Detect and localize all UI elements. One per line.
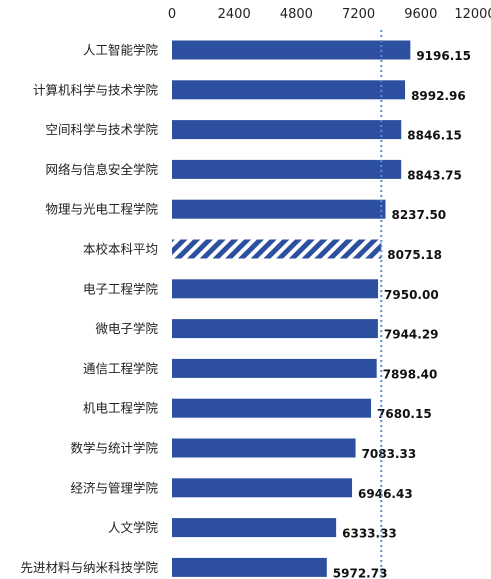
x-tick-label: 4800 [280,7,313,22]
value-label: 7680.15 [377,407,432,421]
category-label: 人文学院 [108,520,159,535]
category-labels: 人工智能学院计算机科学与技术学院空间科学与技术学院网络与信息安全学院物理与光电工… [20,43,158,575]
bar-average [172,239,382,259]
category-label: 先进材料与纳米科技学院 [20,560,158,575]
value-label: 8237.50 [391,208,446,222]
bar [172,358,377,378]
category-label: 微电子学院 [95,321,158,336]
bar [172,159,402,179]
value-labels: 9196.15 8992.96 8846.15 8843.75 8237.50 8075.… [333,49,471,579]
x-tick-label: 0 [168,7,176,22]
value-label: 8075.18 [387,248,442,262]
category-label: 本校本科平均 [83,242,158,257]
category-label: 数学与统计学院 [70,441,158,456]
bar [172,438,356,458]
category-label: 经济与管理学院 [70,480,158,495]
bar [172,40,411,60]
bar [172,398,372,418]
value-label: 7898.40 [383,367,438,381]
bar [172,557,327,577]
category-label: 空间科学与技术学院 [45,122,158,137]
x-tick-label: 2400 [218,7,251,22]
x-tick-label: 12000 [454,7,491,22]
bar [172,518,337,538]
value-label: 9196.15 [416,49,471,63]
bar [172,199,386,219]
x-tick-label: 7200 [342,7,375,22]
category-label: 物理与光电工程学院 [45,202,158,217]
category-label: 机电工程学院 [83,401,159,416]
value-label: 6946.43 [358,487,413,501]
value-label: 8843.75 [407,168,462,182]
value-label: 8992.96 [411,89,466,103]
value-label: 5972.73 [333,566,388,579]
bar [172,120,402,140]
category-label: 网络与信息安全学院 [45,162,158,177]
category-label: 电子工程学院 [83,281,159,296]
value-label: 6333.33 [342,527,397,541]
category-label: 通信工程学院 [83,361,159,376]
bar [172,80,406,100]
bar [172,319,378,339]
bar [172,478,353,498]
value-label: 7083.33 [362,447,417,461]
category-label: 计算机科学与技术学院 [33,82,159,97]
x-tick-label: 9600 [404,7,437,22]
x-axis-ticks: 0240048007200960012000(元) [168,7,491,22]
bars [172,40,411,577]
category-label: 人工智能学院 [83,43,159,58]
bar [172,279,379,299]
value-label: 7944.29 [384,328,439,342]
value-label: 8846.15 [407,129,462,143]
value-label: 7950.00 [384,288,439,302]
